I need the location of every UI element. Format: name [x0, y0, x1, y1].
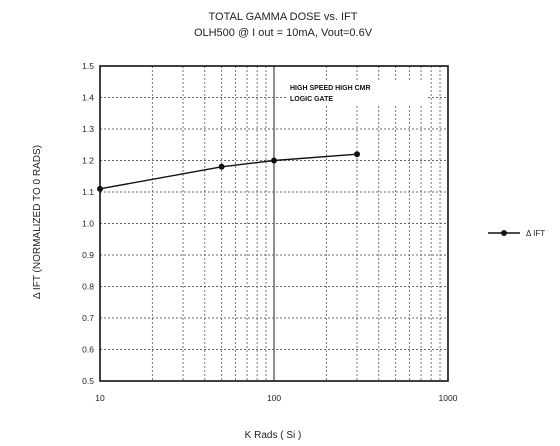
annotation-line-1: HIGH SPEED HIGH CMR	[290, 85, 371, 92]
x-tick-labels: 10 100 1000	[95, 393, 457, 403]
y-tick-label: 1.0	[82, 219, 94, 229]
data-point	[218, 163, 225, 170]
y-tick-label: 0.6	[82, 345, 94, 355]
y-tick-label: 1.1	[82, 187, 94, 197]
data-point	[97, 185, 103, 192]
y-axis-label: Δ IFT (NORMALIZED TO 0 RADS)	[32, 145, 43, 299]
chart-title: TOTAL GAMMA DOSE vs. IFT	[209, 11, 358, 23]
legend-entry: Δ IFT	[526, 229, 545, 238]
y-tick-label: 0.7	[82, 313, 94, 323]
y-tick-labels: 0.5 0.6 0.7 0.8 0.9 1.0 1.1 1.2 1.3 1.4 1.5	[82, 61, 94, 386]
y-tick-label: 1.2	[82, 156, 94, 166]
x-tick-label: 100	[267, 393, 281, 403]
legend-marker	[501, 230, 507, 236]
x-tick-label: 10	[95, 393, 105, 403]
plot-frame	[99, 65, 449, 382]
series-line	[99, 153, 358, 190]
x-axis-label: K Rads ( Si )	[245, 430, 302, 441]
annotation-background	[286, 81, 428, 105]
grid-lines	[100, 66, 448, 381]
y-tick-label: 0.8	[82, 282, 94, 292]
y-tick-label: 1.4	[82, 93, 94, 103]
data-point	[271, 157, 277, 164]
data-series	[97, 151, 361, 192]
chart-subtitle: OLH500 @ I out = 10mA, Vout=0.6V	[194, 27, 373, 39]
data-point	[354, 151, 361, 158]
annotation-line-2: LOGIC GATE	[290, 96, 333, 103]
legend: Δ IFT	[488, 229, 545, 238]
y-tick-label: 0.5	[82, 376, 94, 386]
y-tick-label: 0.9	[82, 250, 94, 260]
x-tick-label: 1000	[439, 393, 458, 403]
y-tick-label: 1.3	[82, 124, 94, 134]
y-tick-label: 1.5	[82, 61, 94, 71]
